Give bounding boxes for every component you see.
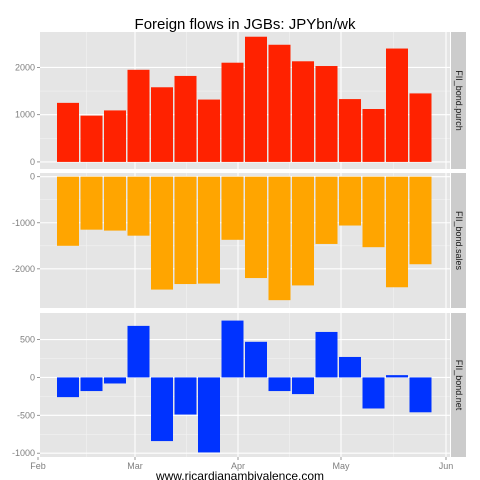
bar	[268, 377, 291, 392]
bar	[151, 176, 173, 290]
bar	[127, 325, 150, 378]
bar	[339, 356, 361, 378]
bar	[292, 176, 314, 286]
bar	[315, 66, 338, 162]
bar	[174, 377, 197, 415]
panel-fii-bond-net: -1000 -500 0 500 FII_bond.net	[12, 313, 466, 458]
bar	[245, 36, 267, 162]
y-tick-label: 0	[30, 172, 35, 182]
facet-strip-label: FII_bond.sales	[454, 211, 464, 271]
x-tick-label: Feb	[30, 461, 46, 471]
bar	[221, 320, 244, 378]
bar	[221, 62, 244, 162]
bar	[339, 176, 361, 226]
bar	[386, 48, 408, 162]
bar	[409, 93, 432, 162]
bar	[315, 176, 338, 244]
panel-fii-bond-purch: 0 1000 2000 FII_bond.purch	[15, 32, 466, 169]
bar	[80, 176, 103, 230]
bar	[409, 176, 432, 265]
bar	[268, 176, 291, 301]
bar	[80, 377, 103, 392]
bar	[292, 61, 314, 162]
bar	[245, 176, 267, 279]
bar	[174, 176, 197, 285]
y-tick-label: -2000	[12, 264, 35, 274]
x-tick-label: May	[332, 461, 350, 471]
panel-fii-bond-sales: -2000 -1000 0 FII_bond.sales	[12, 172, 466, 308]
x-tick-label: Jun	[439, 461, 454, 471]
bar	[174, 75, 197, 162]
bar	[151, 377, 173, 442]
bar	[104, 110, 126, 162]
facet-strip	[451, 32, 466, 169]
bar	[268, 44, 291, 162]
x-axis: Feb Mar Apr May Jun	[30, 457, 453, 471]
bar	[198, 377, 220, 453]
bar	[127, 69, 150, 162]
bar	[362, 377, 385, 409]
bar	[339, 99, 361, 162]
y-tick-label: 500	[20, 335, 35, 345]
bar	[127, 176, 150, 236]
bar	[245, 341, 267, 378]
y-tick-label: -500	[17, 410, 35, 420]
bar	[198, 176, 220, 284]
bar	[104, 176, 126, 231]
chart-caption: www.ricardianambivalence.com	[155, 469, 324, 480]
bar	[57, 176, 79, 246]
bar	[221, 176, 244, 240]
bar	[104, 377, 126, 384]
facet-strip-label: FII_bond.purch	[454, 70, 464, 131]
bar	[386, 375, 408, 378]
bar	[362, 109, 385, 162]
facet-strip-label: FII_bond.net	[454, 360, 464, 411]
bar	[292, 377, 314, 395]
y-tick-label: 1000	[15, 110, 35, 120]
bar	[80, 115, 103, 162]
facet-strip	[451, 173, 466, 308]
bar	[315, 331, 338, 378]
y-tick-label: 0	[30, 157, 35, 167]
x-tick-label: Mar	[127, 461, 143, 471]
chart-title: Foreign flows in JGBs: JPYbn/wk	[135, 16, 356, 33]
facet-panels: 0 1000 2000 FII_bond.purch -2000 -1000 0 FII_bo…	[12, 32, 466, 458]
y-tick-label: 0	[30, 372, 35, 382]
bar	[386, 176, 408, 288]
bar	[409, 377, 432, 413]
bar	[151, 87, 173, 162]
facet-strip	[451, 313, 466, 457]
y-tick-label: -1000	[12, 218, 35, 228]
bar	[57, 377, 79, 398]
bar	[362, 176, 385, 248]
y-tick-label: 2000	[15, 62, 35, 72]
x-tick-label: Apr	[231, 461, 245, 471]
bar	[198, 99, 220, 162]
bar	[57, 102, 79, 162]
y-tick-label: -1000	[12, 448, 35, 458]
